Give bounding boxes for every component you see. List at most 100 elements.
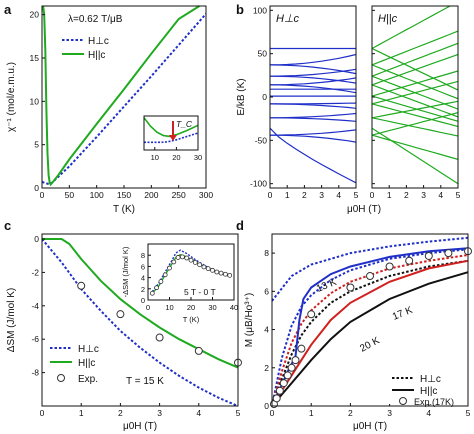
y-axis-c-tick-label: -8 — [31, 368, 39, 378]
legend-label-exp: Exp. — [78, 374, 98, 385]
inset-y-label-c: -ΔSM (J/mol K) — [121, 246, 130, 297]
legend-label-par: H||c — [88, 50, 105, 61]
energy-level-line — [372, 127, 458, 185]
x-axis-b1-tick-label: 0 — [370, 190, 375, 200]
inset-background-a — [144, 116, 198, 150]
energy-level-line — [372, 70, 458, 97]
y-axis-label-d: M (μB/Ho³⁺) — [244, 293, 255, 347]
y-axis-a-tick-label: 5 — [34, 140, 39, 150]
inset-exp-point — [205, 266, 211, 272]
inset-y-axis-c-tick-label: 2 — [141, 285, 145, 294]
y-axis-b-tick-label: 50 — [258, 49, 268, 59]
legend-label-perp: H⊥c — [88, 36, 109, 47]
exp-data-point — [307, 310, 316, 319]
plot-frame-b0 — [269, 5, 357, 189]
exp-data-point — [297, 344, 306, 353]
x-axis-label-c: μ0H (T) — [123, 421, 157, 432]
inset-exp-point — [201, 264, 207, 270]
panel-label-a: a — [4, 2, 12, 17]
energy-level-line — [372, 112, 458, 136]
x-axis-d-tick-label: 1 — [309, 408, 314, 418]
x-axis-a-tick-label: 100 — [90, 190, 104, 200]
inset-y-axis-c-tick-label: 6 — [141, 262, 145, 271]
legend-label-perp: H⊥c — [420, 374, 441, 385]
x-axis-c-tick-label: 3 — [157, 408, 162, 418]
y-axis-a-tick-label: 10 — [30, 96, 40, 106]
energy-level-line — [270, 129, 356, 136]
inset-exp-point — [184, 255, 190, 261]
x-axis-label-a: T (K) — [113, 204, 135, 215]
plot-frame-c — [41, 233, 239, 407]
series-line — [271, 271, 469, 407]
energy-level-line — [270, 64, 356, 75]
panel-label-d: d — [236, 218, 244, 233]
y-axis-a-tick-label: 0 — [34, 183, 39, 193]
exp-data-point — [275, 386, 284, 395]
inset-x-axis-a-tick-label: 10 — [151, 153, 159, 162]
series-line-perp — [41, 13, 207, 185]
subpanel-label-perp: H⊥c — [276, 13, 300, 25]
exp-data-point — [272, 394, 281, 403]
x-axis-d-tick-label: 4 — [426, 408, 431, 418]
plot-frame-b1 — [371, 5, 459, 189]
x-axis-d-tick-label: 0 — [270, 408, 275, 418]
tc-arrow-head — [169, 135, 177, 141]
inset-exp-point — [214, 269, 220, 275]
subpanel-label-bg — [273, 10, 303, 26]
series-line — [271, 236, 469, 302]
curve-label-13k: 13 K — [315, 277, 339, 295]
inset-y-axis-c-tick-label: 4 — [141, 274, 145, 283]
x-axis-a-tick-label: 0 — [40, 190, 45, 200]
energy-level-line — [270, 134, 356, 143]
inset-y-axis-c-tick-label: 0 — [141, 296, 145, 305]
energy-levels-par — [372, 6, 458, 185]
inset-x-axis-c-tick-label: 0 — [146, 303, 150, 312]
x-axis-d-tick-label: 2 — [348, 408, 353, 418]
x-axis-b0-tick-label: 4 — [336, 190, 341, 200]
panel-label-c: c — [4, 218, 11, 233]
energy-level-line — [372, 80, 458, 105]
x-axis-d-tick-label: 5 — [466, 408, 471, 418]
x-axis-b1-tick-label: 3 — [421, 190, 426, 200]
energy-level-line — [372, 53, 458, 86]
energy-level-line — [372, 134, 458, 160]
x-axis-a-tick-label: 50 — [65, 190, 75, 200]
legend-marker-exp — [57, 374, 65, 382]
inset-x-axis-c-tick-label: 10 — [165, 303, 173, 312]
x-axis-a-tick-label: 250 — [172, 190, 186, 200]
energy-level-line — [372, 117, 458, 137]
inset-exp-point — [192, 260, 198, 265]
y-axis-a-tick-label: 20 — [30, 10, 40, 20]
plot-frame-d — [271, 233, 469, 407]
x-axis-b0-tick-label: 2 — [302, 190, 307, 200]
exp-data-point — [155, 333, 164, 342]
energy-level-line — [372, 95, 458, 122]
x-axis-b0-tick-label: 5 — [354, 190, 359, 200]
inset-exp-point — [188, 257, 194, 263]
panel-label-b: b — [236, 2, 244, 17]
y-axis-a-tick-label: 15 — [30, 53, 40, 63]
curve-label-17k: 17 K — [391, 305, 415, 323]
energy-level-line — [372, 42, 458, 77]
inset-x-label-c: T (K) — [183, 315, 200, 324]
energy-level-line — [372, 30, 458, 66]
inset-x-axis-a-tick-label: 30 — [194, 153, 202, 162]
inset-x-axis-a-tick-label: 20 — [172, 153, 180, 162]
subpanel-label-bg — [375, 10, 405, 26]
energy-level-line — [372, 103, 458, 128]
y-axis-label-a: χ⁻¹ (mol/e.m.u.) — [6, 62, 17, 132]
x-axis-label-b: μ0H (T) — [347, 204, 381, 215]
panel-c: 0 1 2 3 4 5 0 -2 -4 -6 -8 μ0H (T) ΔSM (J/mol K) H⊥c H|… — [6, 233, 242, 432]
series-line-par — [42, 5, 200, 187]
series-line — [271, 248, 469, 407]
inset-series-par — [143, 117, 199, 138]
inset-exp-point — [210, 267, 215, 273]
legend-label-exp: Exp.(17K) — [414, 397, 454, 407]
panel-b: 0 1 2 3 4 5 -100 -50 0 50 100 H⊥c 0 1 2 3 4 5 H||c μ0H (T) E… — [236, 5, 461, 215]
series-line — [271, 259, 469, 407]
annotation-temperature: T = 15 K — [126, 376, 164, 387]
inset-annotation-tc: T_C — [176, 119, 193, 129]
annotation-lambda: λ=0.62 T/μB — [68, 14, 123, 25]
y-axis-label-b: E/kB (K) — [236, 78, 247, 115]
